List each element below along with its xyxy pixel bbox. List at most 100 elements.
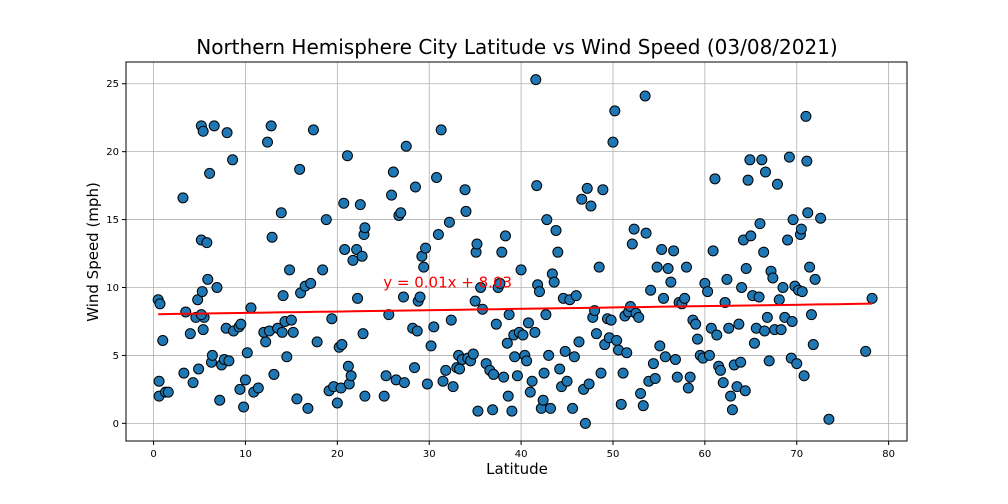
data-point bbox=[626, 238, 638, 250]
data-point bbox=[809, 273, 821, 285]
data-point bbox=[561, 375, 573, 387]
data-point bbox=[823, 413, 835, 425]
data-point bbox=[595, 367, 607, 379]
data-point bbox=[775, 324, 787, 336]
data-point bbox=[437, 375, 449, 387]
data-point bbox=[177, 192, 189, 204]
data-point bbox=[621, 347, 633, 359]
data-point bbox=[238, 401, 250, 413]
data-point bbox=[291, 393, 303, 405]
data-point bbox=[261, 136, 273, 148]
data-point bbox=[494, 277, 506, 289]
x-tick-label: 20 bbox=[331, 449, 344, 460]
data-point bbox=[320, 214, 332, 226]
data-point bbox=[773, 294, 785, 306]
data-point bbox=[276, 326, 288, 338]
data-point bbox=[420, 242, 432, 254]
data-point bbox=[294, 163, 306, 175]
data-point bbox=[771, 178, 783, 190]
data-point bbox=[287, 326, 299, 338]
data-point bbox=[531, 180, 543, 192]
data-point bbox=[554, 363, 566, 375]
data-point bbox=[550, 224, 562, 236]
x-tick-label: 80 bbox=[882, 449, 895, 460]
data-point bbox=[628, 223, 640, 235]
data-point bbox=[354, 199, 366, 211]
plot-area bbox=[125, 61, 908, 442]
data-point bbox=[866, 292, 878, 304]
data-point bbox=[239, 374, 251, 386]
data-point bbox=[418, 261, 430, 273]
data-point bbox=[409, 362, 421, 374]
data-point bbox=[711, 329, 723, 341]
data-point bbox=[679, 292, 691, 304]
data-point bbox=[639, 90, 651, 102]
data-point bbox=[668, 245, 680, 257]
data-point bbox=[692, 333, 704, 345]
data-point bbox=[522, 317, 534, 329]
data-point bbox=[682, 382, 694, 394]
data-point bbox=[548, 276, 560, 288]
data-point bbox=[498, 371, 510, 383]
data-point bbox=[196, 286, 208, 298]
data-point bbox=[635, 387, 647, 399]
data-point bbox=[736, 281, 748, 293]
data-point bbox=[760, 166, 772, 178]
chart-title: Northern Hemisphere City Latitude vs Win… bbox=[196, 35, 837, 59]
data-point bbox=[786, 315, 798, 327]
data-point bbox=[723, 322, 735, 334]
data-point bbox=[605, 314, 617, 326]
data-point bbox=[197, 324, 209, 336]
data-point bbox=[277, 290, 289, 302]
data-point bbox=[684, 371, 696, 383]
data-point bbox=[359, 222, 371, 234]
data-point bbox=[735, 356, 747, 368]
regression-line bbox=[158, 302, 873, 316]
y-tick-label: 15 bbox=[106, 215, 119, 226]
data-point bbox=[680, 261, 692, 273]
data-point bbox=[285, 314, 297, 326]
data-points bbox=[152, 74, 878, 429]
data-point bbox=[759, 325, 771, 337]
data-point bbox=[579, 417, 591, 429]
data-point bbox=[617, 367, 629, 379]
data-point bbox=[487, 404, 499, 416]
data-point bbox=[540, 309, 552, 321]
data-point bbox=[347, 254, 359, 266]
x-axis-label: Latitude bbox=[486, 460, 548, 478]
x-tick-label: 50 bbox=[607, 449, 620, 460]
x-tick-label: 70 bbox=[790, 449, 803, 460]
data-point bbox=[202, 273, 214, 285]
data-point bbox=[336, 339, 348, 351]
data-point bbox=[443, 216, 455, 228]
data-point bbox=[445, 314, 457, 326]
data-point bbox=[662, 262, 674, 274]
data-point bbox=[791, 358, 803, 370]
data-point bbox=[352, 292, 364, 304]
data-point bbox=[499, 230, 511, 242]
data-point bbox=[227, 154, 239, 166]
data-point bbox=[567, 402, 579, 414]
data-point bbox=[721, 273, 733, 285]
data-point bbox=[669, 353, 681, 365]
data-point bbox=[703, 349, 715, 361]
data-point bbox=[740, 262, 752, 274]
data-point bbox=[266, 231, 278, 243]
data-point bbox=[409, 181, 421, 193]
data-point bbox=[197, 125, 209, 137]
data-point bbox=[763, 355, 775, 367]
data-point bbox=[515, 264, 527, 276]
data-point bbox=[187, 377, 199, 389]
data-point bbox=[761, 311, 773, 323]
data-point bbox=[609, 105, 621, 117]
data-point bbox=[221, 127, 233, 139]
data-point bbox=[241, 347, 253, 359]
data-point bbox=[745, 230, 757, 242]
data-point bbox=[526, 375, 538, 387]
data-point bbox=[245, 302, 257, 314]
data-point bbox=[787, 214, 799, 226]
data-point bbox=[357, 328, 369, 340]
data-point bbox=[524, 386, 536, 398]
data-point bbox=[552, 246, 564, 258]
